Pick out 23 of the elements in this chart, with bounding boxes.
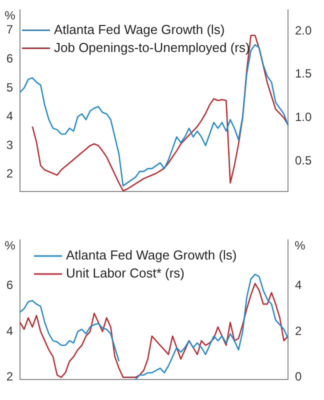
y2-tick-label: 0 (295, 370, 302, 384)
legend-label: Atlanta Fed Wage Growth (ls) (54, 22, 225, 37)
y2-tick-label: 2.0 (295, 23, 312, 38)
y-tick-label: 2 (6, 370, 14, 384)
y2-tick-label: 2 (295, 324, 302, 338)
legend-label: Job Openings-to-Unemployed (rs) (54, 40, 250, 55)
y-tick-label: 6 (6, 51, 14, 66)
legend-label: Unit Labor Cost* (rs) (66, 266, 184, 281)
y-tick-label: 4 (6, 109, 14, 124)
y-axis-title: % (4, 8, 16, 23)
y-tick-label: 2 (6, 166, 14, 181)
y2-tick-label: 1.0 (295, 110, 312, 124)
y-tick-label: 6 (6, 278, 14, 292)
y2-tick-label: 1.5 (295, 66, 312, 81)
y2-axis-title: % (294, 238, 306, 252)
y2-tick-label: 0.5 (295, 154, 312, 168)
y-tick-label: 4 (6, 324, 14, 338)
y-tick-label: 5 (6, 80, 14, 94)
y-tick-label: 3 (6, 138, 14, 152)
y2-tick-label: 4 (295, 278, 302, 292)
legend-label: Atlanta Fed Wage Growth (ls) (66, 248, 237, 263)
y-axis-title: % (4, 238, 16, 252)
y-tick-label: 7 (6, 22, 14, 37)
